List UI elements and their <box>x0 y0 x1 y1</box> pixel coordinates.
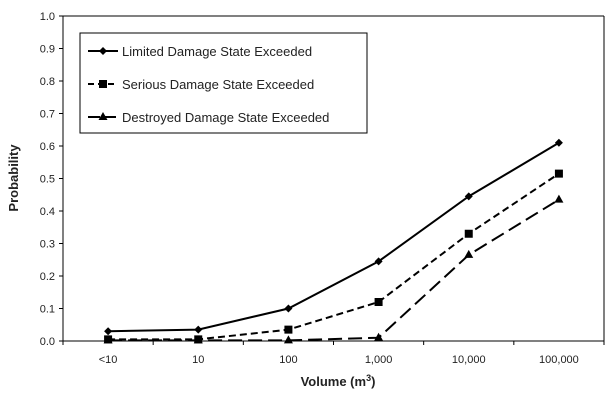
legend-box <box>79 32 368 134</box>
data-point <box>464 192 473 201</box>
series-3 <box>103 194 564 344</box>
y-tick-label: 0.0 <box>40 336 55 348</box>
y-tick-label: 1.0 <box>40 11 55 23</box>
x-tick-label: 10,000 <box>452 354 486 366</box>
data-point <box>554 194 564 203</box>
data-point <box>374 298 383 306</box>
y-tick-label: 0.2 <box>40 271 55 283</box>
x-axis-title-sup: 3 <box>366 373 371 383</box>
series-line <box>108 198 560 342</box>
y-tick-label: 0.1 <box>40 304 55 316</box>
data-point <box>554 138 563 147</box>
data-point <box>193 335 203 344</box>
y-tick-label: 0.8 <box>40 76 55 88</box>
y-tick-label: 0.7 <box>40 109 55 121</box>
x-tick-label: 100,000 <box>539 354 579 366</box>
x-tick-label: 100 <box>279 354 297 366</box>
legend-entry: Limited Damage State Exceeded <box>122 44 312 59</box>
y-axis-title: Probability <box>6 144 21 212</box>
x-axis-title: Volume (m3) <box>301 373 376 389</box>
series-2 <box>104 169 563 344</box>
y-ticks: 0.0 0.1 0.2 0.3 0.4 0.5 0.6 0.7 0.8 0.9 1.0 <box>40 11 63 348</box>
x-tick-label: <10 <box>99 354 118 366</box>
data-point <box>374 332 384 341</box>
x-tick-label: 10 <box>192 354 204 366</box>
data-point <box>194 325 203 334</box>
series-line <box>108 172 560 341</box>
legend-marker <box>99 47 107 55</box>
data-point <box>104 327 113 336</box>
data-point <box>464 229 473 238</box>
data-point <box>103 335 113 344</box>
legend: Limited Damage State Exceeded Serious Dam… <box>79 32 368 134</box>
y-tick-label: 0.3 <box>40 239 55 251</box>
legend-entry: Destroyed Damage State Exceeded <box>122 110 329 125</box>
x-tick-label: 1,000 <box>365 354 393 366</box>
series-1 <box>104 138 563 336</box>
x-ticks: <10 10 100 1,000 10,000 100,000 <box>62 341 605 366</box>
legend-entry: Serious Damage State Exceeded <box>122 77 314 92</box>
y-tick-label: 0.5 <box>40 174 55 186</box>
data-point <box>554 169 563 178</box>
series-line <box>108 141 560 333</box>
x-axis-title-main: Volume (m <box>301 374 367 389</box>
y-tick-label: 0.4 <box>40 206 55 218</box>
x-axis-title-close: ) <box>371 374 375 389</box>
data-point <box>464 249 474 258</box>
series-layer <box>103 138 564 344</box>
legend-marker <box>98 112 108 120</box>
data-point <box>283 335 293 344</box>
legend-marker <box>99 80 107 88</box>
data-point <box>374 257 383 266</box>
y-tick-label: 0.9 <box>40 44 55 56</box>
y-tick-label: 0.6 <box>40 141 55 153</box>
data-point <box>284 325 293 334</box>
data-point <box>284 304 293 313</box>
